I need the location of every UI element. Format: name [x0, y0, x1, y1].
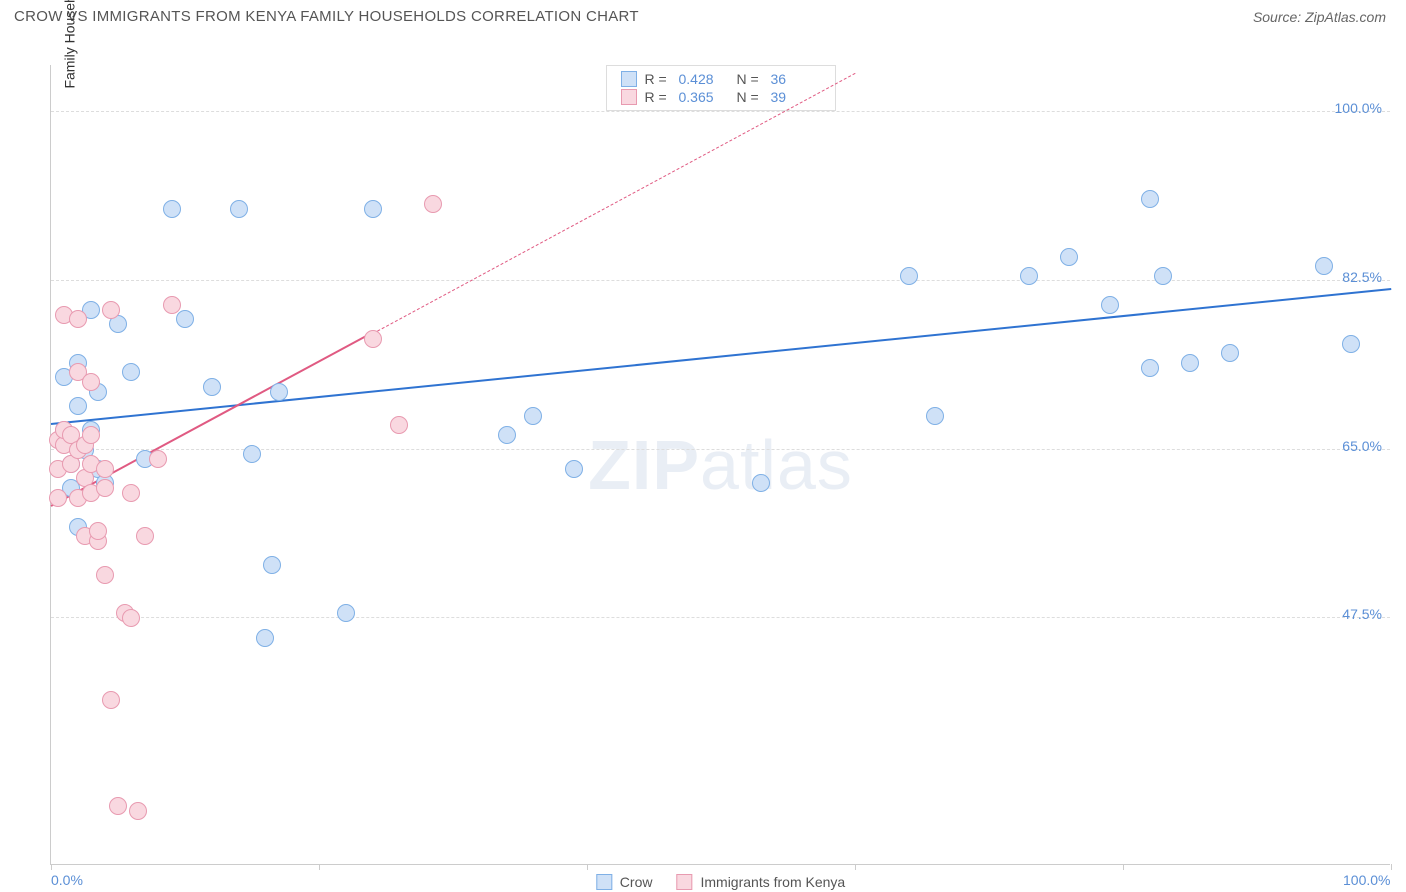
- data-point: [263, 556, 281, 574]
- data-point: [1060, 248, 1078, 266]
- data-point: [1315, 257, 1333, 275]
- data-point: [69, 397, 87, 415]
- x-tick: [855, 864, 856, 870]
- data-point: [96, 566, 114, 584]
- legend-series: Crow Immigrants from Kenya: [596, 874, 845, 890]
- legend-r-label: R =: [645, 71, 671, 87]
- x-tick-label: 0.0%: [51, 872, 83, 888]
- legend-r-value: 0.428: [679, 71, 729, 87]
- data-point: [82, 426, 100, 444]
- source-label: Source: ZipAtlas.com: [1253, 9, 1386, 25]
- data-point: [390, 416, 408, 434]
- plot-area: ZIPatlas R =0.428N =36R =0.365N =39 Crow…: [50, 65, 1390, 865]
- data-point: [926, 407, 944, 425]
- legend-swatch: [676, 874, 692, 890]
- y-tick-label: 65.0%: [1342, 438, 1382, 454]
- data-point: [1342, 335, 1360, 353]
- legend-n-label: N =: [737, 89, 763, 105]
- data-point: [256, 629, 274, 647]
- legend-label: Immigrants from Kenya: [700, 874, 845, 890]
- x-tick: [51, 864, 52, 870]
- data-point: [89, 522, 107, 540]
- legend-correlation: R = 0.428 N = 36 R = 0.365 N = 39: [606, 65, 836, 111]
- x-tick: [319, 864, 320, 870]
- data-point: [424, 195, 442, 213]
- data-point: [1101, 296, 1119, 314]
- data-point: [96, 460, 114, 478]
- legend-n-label: N =: [737, 71, 763, 87]
- legend-swatch: [596, 874, 612, 890]
- data-point: [122, 609, 140, 627]
- data-point: [498, 426, 516, 444]
- data-point: [364, 200, 382, 218]
- x-tick: [1123, 864, 1124, 870]
- chart-title: CROW VS IMMIGRANTS FROM KENYA FAMILY HOU…: [14, 8, 639, 25]
- data-point: [203, 378, 221, 396]
- data-point: [149, 450, 167, 468]
- data-point: [109, 797, 127, 815]
- data-point: [337, 604, 355, 622]
- data-point: [1154, 267, 1172, 285]
- legend-label: Crow: [620, 874, 653, 890]
- data-point: [163, 296, 181, 314]
- legend-swatch: [621, 89, 637, 105]
- data-point: [752, 474, 770, 492]
- x-tick: [587, 864, 588, 870]
- data-point: [1181, 354, 1199, 372]
- data-point: [1221, 344, 1239, 362]
- y-tick-label: 82.5%: [1342, 269, 1382, 285]
- legend-item: Immigrants from Kenya: [676, 874, 845, 890]
- data-point: [122, 484, 140, 502]
- data-point: [230, 200, 248, 218]
- data-point: [524, 407, 542, 425]
- data-point: [96, 479, 114, 497]
- x-tick-label: 100.0%: [1343, 872, 1390, 888]
- y-tick-label: 100.0%: [1335, 100, 1382, 116]
- data-point: [1141, 359, 1159, 377]
- legend-swatch: [621, 71, 637, 87]
- data-point: [136, 527, 154, 545]
- data-point: [1141, 190, 1159, 208]
- watermark: ZIPatlas: [588, 425, 853, 505]
- data-point: [565, 460, 583, 478]
- data-point: [129, 802, 147, 820]
- x-tick: [1391, 864, 1392, 870]
- legend-n-value: 39: [771, 89, 821, 105]
- legend-item: Crow: [596, 874, 653, 890]
- data-point: [1020, 267, 1038, 285]
- legend-row: R = 0.428 N = 36: [621, 70, 821, 88]
- legend-row: R = 0.365 N = 39: [621, 88, 821, 106]
- legend-r-label: R =: [645, 89, 671, 105]
- data-point: [270, 383, 288, 401]
- data-point: [49, 489, 67, 507]
- data-point: [364, 330, 382, 348]
- data-point: [102, 691, 120, 709]
- legend-r-value: 0.365: [679, 89, 729, 105]
- data-point: [163, 200, 181, 218]
- data-point: [176, 310, 194, 328]
- data-point: [122, 363, 140, 381]
- data-point: [102, 301, 120, 319]
- gridline: [51, 617, 1390, 618]
- gridline: [51, 111, 1390, 112]
- data-point: [900, 267, 918, 285]
- data-point: [69, 310, 87, 328]
- data-point: [82, 373, 100, 391]
- data-point: [243, 445, 261, 463]
- y-tick-label: 47.5%: [1342, 606, 1382, 622]
- legend-n-value: 36: [771, 71, 821, 87]
- gridline: [51, 280, 1390, 281]
